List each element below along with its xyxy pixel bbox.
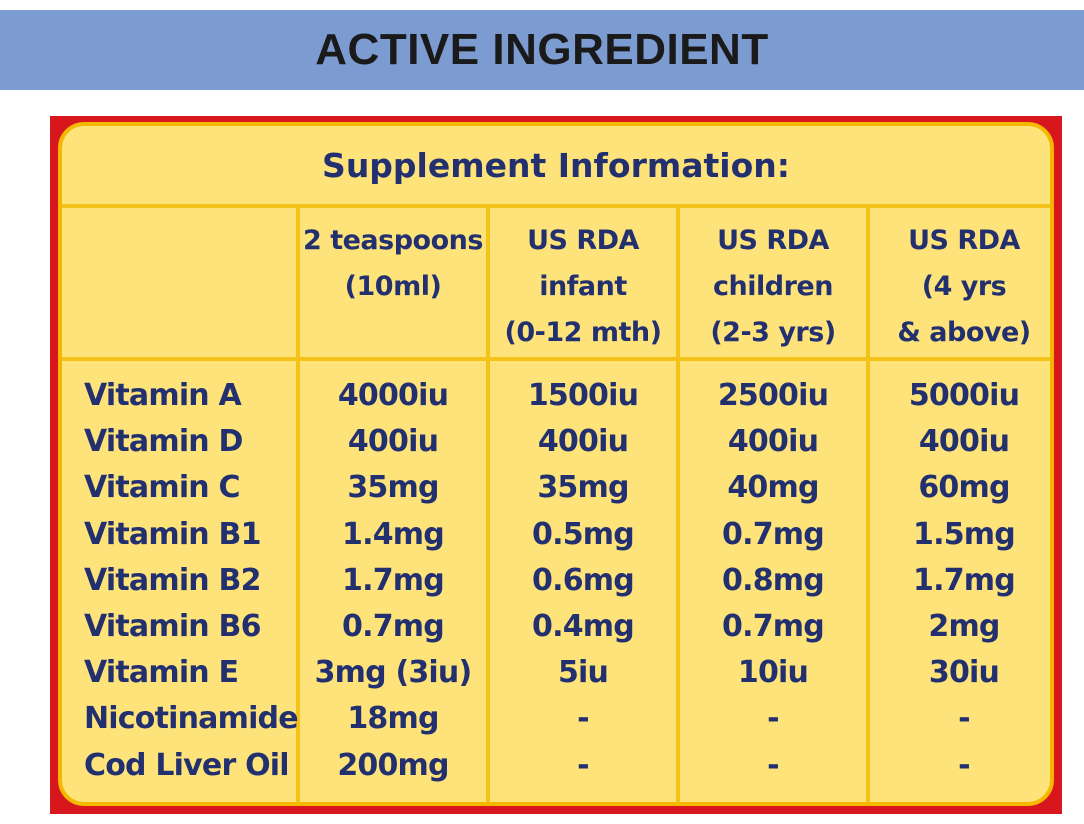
supplement-label-frame: Supplement Information: 2 teaspoons (10m… xyxy=(50,116,1062,814)
nutrient-value: 400iu xyxy=(727,424,819,460)
nutrient-value: 1.4mg xyxy=(342,516,445,552)
nutrient-value: 400iu xyxy=(537,424,629,460)
nutrient-value: 400iu xyxy=(918,424,1010,460)
nutrient-value: - xyxy=(577,701,589,737)
nutrient-value: 2mg xyxy=(928,609,1000,645)
nutrient-name: Vitamin D xyxy=(84,424,243,460)
supplement-table: 2 teaspoons (10ml) US RDA infant (0-12 m… xyxy=(62,208,1050,802)
nutrient-value: 0.8mg xyxy=(722,562,825,598)
nutrient-value: 1500iu xyxy=(527,378,639,413)
header-cell-infant: US RDA infant (0-12 mth) xyxy=(488,208,680,361)
nutrient-value: 18mg xyxy=(347,701,439,737)
nutrient-value: 0.7mg xyxy=(722,609,825,645)
header-line: US RDA xyxy=(717,225,829,256)
header-line: children xyxy=(713,271,833,302)
nutrient-value: 0.4mg xyxy=(532,609,635,645)
nutrient-value: 40mg xyxy=(727,470,819,506)
nutrient-value: - xyxy=(767,701,779,737)
nutrient-value: 35mg xyxy=(537,470,629,506)
header-cell-children: US RDA children (2-3 yrs) xyxy=(678,208,870,361)
nutrient-name: Vitamin A xyxy=(84,378,242,413)
banner: ACTIVE INGREDIENT xyxy=(0,10,1084,90)
header-line: (4 yrs xyxy=(921,271,1007,302)
children-rda-column: 2500iu 400iu 40mg 0.7mg 0.8mg 0.7mg 10iu - - xyxy=(678,359,870,802)
dose-value-column: 4000iu 400iu 35mg 1.4mg 1.7mg 0.7mg 3mg (3iu) 1… xyxy=(298,359,490,802)
header-row: 2 teaspoons (10ml) US RDA infant (0-12 m… xyxy=(62,208,1050,361)
nutrient-name: Vitamin B2 xyxy=(84,562,261,598)
nutrient-value: 5iu xyxy=(557,655,609,691)
supplement-panel: Supplement Information: 2 teaspoons (10m… xyxy=(58,122,1054,806)
header-line: US RDA xyxy=(527,225,639,256)
nutrient-value: 60mg xyxy=(918,470,1010,506)
header-cell-4yrs: US RDA (4 yrs & above) xyxy=(868,208,1050,361)
nutrient-value: 200mg xyxy=(337,747,449,783)
nutrient-name: Vitamin B1 xyxy=(84,516,261,552)
nutrient-value: 1.7mg xyxy=(342,562,445,598)
nutrient-value: 30iu xyxy=(928,655,1000,691)
nutrient-value: 1.7mg xyxy=(913,562,1016,598)
nutrient-name: Vitamin B6 xyxy=(84,609,261,645)
header-line: infant xyxy=(539,271,627,302)
nutrient-value: - xyxy=(577,747,589,783)
nutrient-name: Nicotinamide xyxy=(84,701,299,737)
header-line: (0-12 mth) xyxy=(504,317,662,348)
infant-rda-column: 1500iu 400iu 35mg 0.5mg 0.6mg 0.4mg 5iu - - xyxy=(488,359,680,802)
header-line: US RDA xyxy=(908,225,1020,256)
nutrient-value: 5000iu xyxy=(908,378,1020,413)
nutrient-value: 400iu xyxy=(347,424,439,460)
nutrient-name: Vitamin E xyxy=(84,655,239,691)
header-line: (10ml) xyxy=(344,271,442,302)
nutrient-value: 4000iu xyxy=(337,378,449,413)
nutrient-value: 10iu xyxy=(737,655,809,691)
header-line: (2-3 yrs) xyxy=(710,317,836,348)
header-cell-dose: 2 teaspoons (10ml) xyxy=(298,208,490,361)
nutrient-value: 0.5mg xyxy=(532,516,635,552)
nutrient-name: Vitamin C xyxy=(84,470,241,506)
banner-title: ACTIVE INGREDIENT xyxy=(315,25,769,74)
header-line: 2 teaspoons xyxy=(303,225,483,256)
nutrient-value: - xyxy=(958,747,970,783)
nutrient-value: - xyxy=(767,747,779,783)
panel-title: Supplement Information: xyxy=(62,126,1050,208)
nutrient-name: Cod Liver Oil xyxy=(84,747,290,783)
nutrient-value: - xyxy=(958,701,970,737)
nutrient-name-column: Vitamin A Vitamin D Vitamin C Vitamin B1 Vit… xyxy=(62,359,300,802)
header-line: & above) xyxy=(897,317,1031,348)
header-cell-empty xyxy=(62,208,300,361)
nutrient-value: 3mg (3iu) xyxy=(314,655,473,691)
nutrient-value: 35mg xyxy=(347,470,439,506)
nutrient-value: 0.7mg xyxy=(342,609,445,645)
nutrient-value: 0.7mg xyxy=(722,516,825,552)
nutrient-value: 0.6mg xyxy=(532,562,635,598)
nutrient-value: 1.5mg xyxy=(913,516,1016,552)
body-row: Vitamin A Vitamin D Vitamin C Vitamin B1 Vit… xyxy=(62,359,1050,802)
nutrient-value: 2500iu xyxy=(717,378,829,413)
4yrs-rda-column: 5000iu 400iu 60mg 1.5mg 1.7mg 2mg 30iu - - xyxy=(868,359,1050,802)
